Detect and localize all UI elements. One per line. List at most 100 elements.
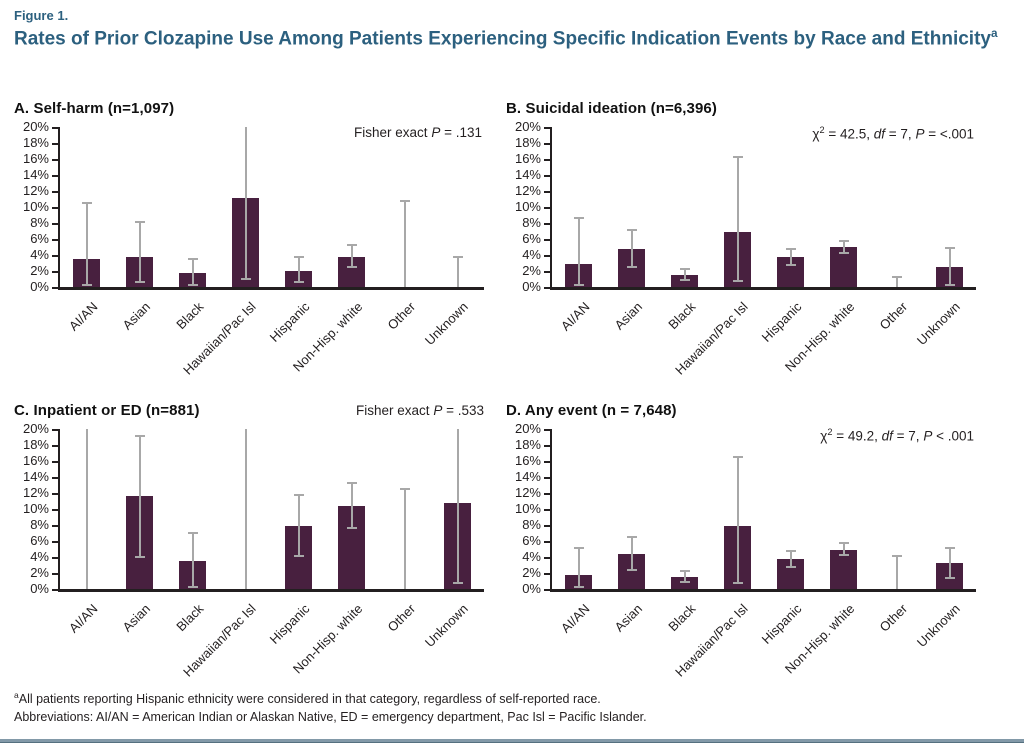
y-tick-mark bbox=[544, 477, 550, 479]
bar-chart: 20% 18% 16% 14% 12% 10% 8% 6% 4% 2% 0% χ2 = 42.5, d… bbox=[506, 120, 1011, 389]
y-tick-label: 14% bbox=[22, 469, 49, 484]
error-bar bbox=[630, 230, 633, 267]
y-tick-mark bbox=[52, 525, 58, 527]
stat-annotation: Fisher exact P = .533 bbox=[356, 403, 484, 418]
error-bar-cap-top bbox=[293, 255, 304, 258]
y-tick-mark bbox=[52, 429, 58, 431]
error-bar-cap-top bbox=[891, 555, 902, 558]
error-bar bbox=[297, 495, 300, 557]
error-bar-cap-top bbox=[785, 247, 796, 250]
error-bar-cap-top bbox=[679, 570, 690, 573]
x-category-label: Asian bbox=[119, 299, 154, 333]
y-tick-mark bbox=[544, 525, 550, 527]
y-tick-mark bbox=[544, 493, 550, 495]
y-tick-label: 18% bbox=[514, 437, 541, 452]
error-bar-cap-top bbox=[134, 435, 145, 438]
y-tick-label: 14% bbox=[22, 167, 49, 182]
y-tick-mark bbox=[544, 143, 550, 145]
panel-self-harm: A. Self-harm (n=1,097) 20% 18% 16% 14% 12% 10… bbox=[14, 100, 496, 389]
error-bar bbox=[948, 548, 951, 578]
x-category-label: AI/AN bbox=[65, 601, 101, 636]
error-bar-cap-bottom bbox=[81, 284, 92, 287]
y-tick-mark bbox=[544, 541, 550, 543]
x-category-label: Black bbox=[173, 601, 207, 635]
stat-annotation-part: = <.001 bbox=[924, 126, 974, 142]
x-axis-labels: AI/AN Asian Black Hawaiian/Pac Isl Hispanic N… bbox=[552, 599, 976, 691]
error-bar bbox=[895, 556, 898, 589]
y-tick-label: 16% bbox=[22, 453, 49, 468]
stat-annotation-part: P bbox=[433, 403, 443, 418]
y-tick-mark bbox=[544, 557, 550, 559]
bar-chart: 20% 18% 16% 14% 12% 10% 8% 6% 4% 2% 0% Fisher exact… bbox=[14, 120, 496, 389]
bar bbox=[671, 577, 698, 589]
y-tick-mark bbox=[52, 573, 58, 575]
y-tick-mark bbox=[52, 207, 58, 209]
x-category-label: Asian bbox=[119, 601, 154, 635]
error-bar-cap-bottom bbox=[293, 281, 304, 284]
y-tick-mark bbox=[544, 287, 550, 289]
stat-annotation-part: = 7, bbox=[892, 428, 924, 444]
x-category-label: Unknown bbox=[914, 299, 964, 348]
y-tick-label: 8% bbox=[522, 517, 541, 532]
error-bar-cap-top bbox=[346, 481, 357, 484]
y-tick-label: 0% bbox=[522, 581, 541, 596]
y-tick-label: 4% bbox=[522, 247, 541, 262]
y-tick-label: 4% bbox=[522, 549, 541, 564]
y-tick-mark bbox=[544, 239, 550, 241]
y-tick-label: 10% bbox=[514, 501, 541, 516]
error-bar-cap-top bbox=[81, 202, 92, 204]
error-bar-cap-bottom bbox=[785, 264, 796, 267]
y-tick-mark bbox=[52, 461, 58, 463]
error-bar bbox=[842, 240, 845, 254]
error-bar-cap-top bbox=[679, 267, 690, 270]
panel-header: B. Suicidal ideation (n=6,396) bbox=[506, 100, 976, 122]
error-bar-cap-bottom bbox=[944, 284, 955, 287]
error-bar bbox=[630, 537, 633, 570]
panel-title: C. Inpatient or ED (n=881) bbox=[14, 402, 200, 419]
error-bar bbox=[138, 222, 141, 283]
x-category-label: Black bbox=[173, 299, 207, 333]
error-bar-cap-top bbox=[838, 542, 849, 545]
error-bar-cap-top bbox=[293, 494, 304, 497]
error-bar bbox=[244, 127, 247, 279]
panel-title: A. Self-harm (n=1,097) bbox=[14, 100, 175, 117]
y-tick-mark bbox=[52, 509, 58, 511]
error-bar-cap-top bbox=[573, 217, 584, 220]
error-bar bbox=[683, 571, 686, 582]
error-bar-cap-top bbox=[346, 244, 357, 247]
y-tick-mark bbox=[52, 175, 58, 177]
error-bar-cap-bottom bbox=[944, 576, 955, 579]
y-tick-mark bbox=[52, 159, 58, 161]
error-bar-cap-top bbox=[891, 276, 902, 279]
error-bar-cap-top bbox=[838, 239, 849, 242]
y-tick-mark bbox=[52, 223, 58, 225]
y-tick-label: 6% bbox=[30, 533, 49, 548]
y-tick-label: 18% bbox=[514, 135, 541, 150]
y-tick-mark bbox=[544, 191, 550, 193]
stat-annotation-part: < .001 bbox=[932, 428, 974, 444]
stat-annotation-part: = 7, bbox=[885, 126, 916, 142]
error-bar-cap-top bbox=[626, 536, 637, 538]
y-tick-label: 12% bbox=[22, 485, 49, 500]
stat-annotation-part: Fisher exact bbox=[356, 403, 434, 418]
error-bar bbox=[577, 218, 580, 285]
error-bar-cap-bottom bbox=[626, 266, 637, 268]
y-tick-label: 2% bbox=[522, 263, 541, 278]
x-category-label: Black bbox=[665, 299, 699, 333]
error-bar-cap-top bbox=[944, 547, 955, 550]
x-category-label: AI/AN bbox=[557, 299, 593, 334]
stat-annotation-part: df bbox=[881, 428, 893, 444]
footnote-line-1: aAll patients reporting Hispanic ethnici… bbox=[14, 689, 1010, 709]
y-tick-label: 4% bbox=[30, 247, 49, 262]
panel-inpatient-ed: C. Inpatient or ED (n=881) Fisher exact … bbox=[14, 402, 496, 691]
error-bar-cap-top bbox=[785, 549, 796, 552]
plot-area: χ2 = 49.2, df = 7, P < .001 bbox=[550, 427, 976, 592]
error-bar bbox=[895, 277, 898, 287]
panel-header: D. Any event (n = 7,648) bbox=[506, 402, 976, 424]
x-axis-labels: AI/AN Asian Black Hawaiian/Pac Isl Hispanic N… bbox=[552, 297, 976, 389]
y-tick-label: 0% bbox=[30, 581, 49, 596]
y-tick-mark bbox=[544, 271, 550, 273]
error-bar-cap-top bbox=[732, 156, 743, 159]
y-tick-label: 8% bbox=[30, 517, 49, 532]
error-bar bbox=[456, 429, 459, 583]
